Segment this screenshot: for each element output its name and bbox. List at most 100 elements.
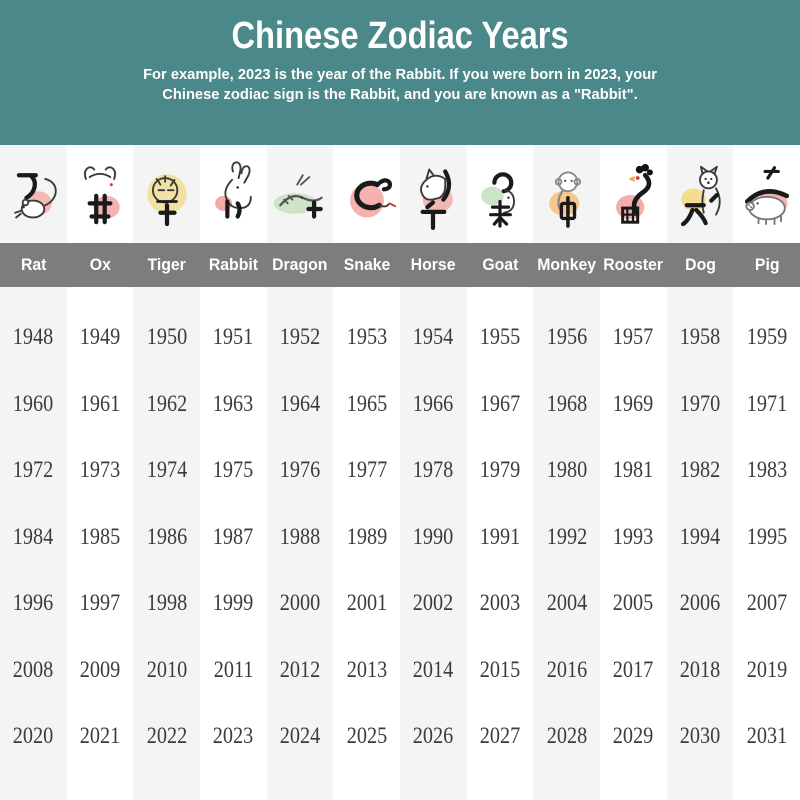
year-cell: 1990 xyxy=(400,504,467,571)
zodiac-icon-cell-snake xyxy=(333,145,400,243)
year-value: 2020 xyxy=(13,723,54,749)
year-cell: 2020 xyxy=(0,703,67,770)
year-value: 2011 xyxy=(213,656,254,682)
zodiac-name-label: Rooster xyxy=(603,255,664,274)
zodiac-name-label: Dog xyxy=(684,255,716,274)
year-cell: 1948 xyxy=(0,304,67,371)
year-value: 2000 xyxy=(279,590,321,616)
zodiac-name-label: Goat xyxy=(482,255,519,274)
year-cell: 2024 xyxy=(267,703,334,770)
year-cell: 2018 xyxy=(667,637,734,704)
year-value: 1960 xyxy=(13,390,54,416)
zodiac-icon-cell-tiger xyxy=(133,145,200,243)
tiger-icon xyxy=(146,174,187,227)
year-cell: 1961 xyxy=(67,371,134,438)
year-value: 2003 xyxy=(479,590,521,616)
year-value: 1954 xyxy=(413,324,454,350)
zodiac-name-ox: Ox xyxy=(67,255,134,275)
year-value: 1955 xyxy=(479,324,521,350)
year-value: 1992 xyxy=(546,523,587,549)
year-cell: 1998 xyxy=(133,570,200,637)
year-value: 1950 xyxy=(146,324,187,350)
year-row-4: 1996 1997 1998 1999 2000 2001 2002 2003 2004 2005… xyxy=(0,570,800,637)
year-cell: 1989 xyxy=(333,504,400,571)
year-cell: 2011 xyxy=(200,637,267,704)
zodiac-name-rooster: Rooster xyxy=(600,255,667,275)
year-value: 1980 xyxy=(546,457,587,483)
year-cell: 1962 xyxy=(133,371,200,438)
year-value: 1984 xyxy=(13,523,54,549)
year-value: 1990 xyxy=(413,523,454,549)
year-cell: 2010 xyxy=(133,637,200,704)
year-cell: 1952 xyxy=(267,304,334,371)
zodiac-name-snake: Snake xyxy=(333,255,400,275)
year-value: 1971 xyxy=(746,390,787,416)
zodiac-icon-cell-ox xyxy=(67,145,134,243)
year-value: 1977 xyxy=(346,457,387,483)
year-cell: 1976 xyxy=(267,437,334,504)
year-cell: 1993 xyxy=(600,504,667,571)
header: Chinese Zodiac Years For example, 2023 i… xyxy=(0,0,800,145)
year-value: 2026 xyxy=(413,723,454,749)
year-cell: 1955 xyxy=(467,304,534,371)
year-cell: 1959 xyxy=(733,304,800,371)
year-cell: 1967 xyxy=(467,371,534,438)
year-value: 1948 xyxy=(13,324,54,350)
year-value: 2001 xyxy=(346,590,387,616)
year-cell: 1996 xyxy=(0,570,67,637)
year-value: 2023 xyxy=(213,723,254,749)
zodiac-icon-cell-dragon xyxy=(267,145,334,243)
year-value: 1967 xyxy=(479,390,521,416)
year-cell: 2006 xyxy=(667,570,734,637)
page-title: Chinese Zodiac Years xyxy=(231,15,569,57)
goat-icon xyxy=(481,172,516,228)
year-value: 1975 xyxy=(213,457,254,483)
year-value: 1988 xyxy=(279,523,321,549)
zodiac-icon-cell-dog xyxy=(667,145,734,243)
year-cell: 1966 xyxy=(400,371,467,438)
year-cell: 1963 xyxy=(200,371,267,438)
year-cell: 2021 xyxy=(67,703,134,770)
year-value: 1999 xyxy=(213,590,254,616)
year-cell: 2009 xyxy=(67,637,134,704)
zodiac-name-label: Rabbit xyxy=(208,255,258,274)
year-cell: 1978 xyxy=(400,437,467,504)
year-value: 1957 xyxy=(613,324,654,350)
year-value: 1982 xyxy=(679,457,721,483)
year-cell: 1974 xyxy=(133,437,200,504)
year-value: 1961 xyxy=(79,390,121,416)
snake-icon xyxy=(349,178,396,218)
year-value: 1969 xyxy=(613,390,654,416)
subtitle-line-1: For example, 2023 is the year of the Rab… xyxy=(143,66,657,83)
year-value: 2010 xyxy=(146,656,187,682)
subtitle: For example, 2023 is the year of the Rab… xyxy=(0,65,800,105)
year-cell: 2029 xyxy=(600,703,667,770)
year-value: 1970 xyxy=(679,390,721,416)
zodiac-icon-cell-rat xyxy=(0,145,67,243)
year-value: 2004 xyxy=(546,590,587,616)
year-cell: 2019 xyxy=(733,637,800,704)
year-value: 2002 xyxy=(413,590,454,616)
zodiac-name-dog: Dog xyxy=(667,255,734,275)
year-value: 2019 xyxy=(746,656,787,682)
rooster-icon xyxy=(616,163,654,224)
year-cell: 1971 xyxy=(733,371,800,438)
year-cell: 1964 xyxy=(267,371,334,438)
year-cell: 1984 xyxy=(0,504,67,571)
year-value: 2028 xyxy=(546,723,587,749)
year-value: 1956 xyxy=(546,324,587,350)
year-value: 2024 xyxy=(279,723,321,749)
year-value: 2031 xyxy=(746,723,787,749)
year-value: 1964 xyxy=(279,390,321,416)
zodiac-name-tiger: Tiger xyxy=(133,255,200,275)
year-value: 2013 xyxy=(346,656,387,682)
year-value: 1974 xyxy=(146,457,187,483)
year-cell: 1950 xyxy=(133,304,200,371)
year-cell: 1997 xyxy=(67,570,134,637)
year-cell: 2027 xyxy=(467,703,534,770)
year-value: 2022 xyxy=(146,723,187,749)
year-value: 2018 xyxy=(679,656,721,682)
year-cell: 2003 xyxy=(467,570,534,637)
year-value: 1983 xyxy=(746,457,787,483)
